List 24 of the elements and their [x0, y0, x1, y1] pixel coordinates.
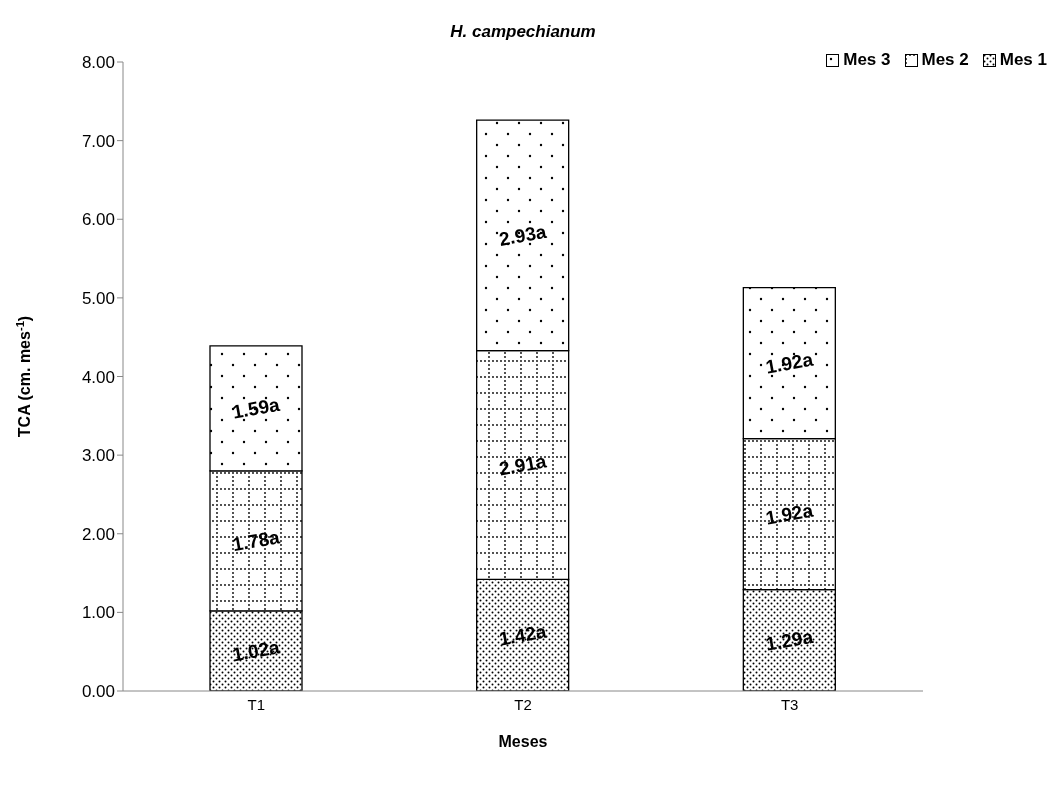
y-tick-label: 4.00	[81, 367, 115, 387]
x-axis-title: Meses	[498, 733, 548, 750]
legend-label: Mes 1	[998, 50, 1047, 70]
x-tick-label: T2	[514, 695, 532, 713]
y-tick-label: 3.00	[81, 446, 115, 466]
y-tick-label: 8.00	[81, 53, 115, 73]
x-tick-label: T1	[247, 695, 266, 713]
legend-label: Mes 3	[842, 50, 891, 70]
y-tick-label: 7.00	[81, 131, 115, 151]
data-label: 1.78a	[230, 526, 282, 556]
legend-label: Mes 2	[920, 50, 969, 70]
data-label: 2.93a	[497, 220, 549, 250]
data-label: 1.02a	[230, 636, 282, 666]
chart-title: H. campechianum	[449, 22, 597, 42]
y-tick-label: 5.00	[81, 288, 115, 308]
y-tick-label: 2.00	[81, 524, 115, 544]
data-label: 1.92a	[764, 348, 815, 378]
data-label: 2.91a	[497, 450, 549, 480]
y-tick-label: 6.00	[81, 210, 115, 230]
data-label: 1.59a	[230, 393, 282, 423]
data-label: 1.92a	[764, 499, 815, 529]
y-tick-label: 0.00	[81, 682, 115, 702]
y-tick-label: 1.00	[81, 603, 115, 623]
x-tick-label: T3	[780, 695, 799, 713]
